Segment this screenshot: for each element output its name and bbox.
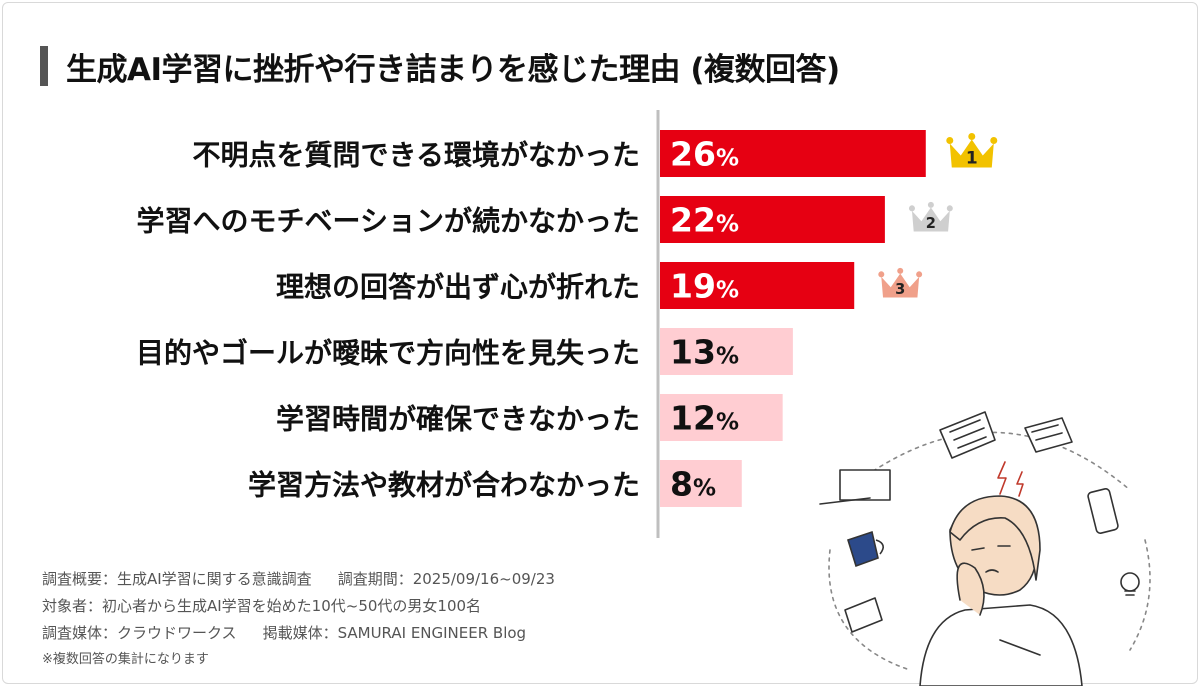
bar [660, 262, 855, 309]
crown-jewel [878, 271, 885, 278]
chart-title-block: 生成AI学習に挫折や行き詰まりを感じた理由 (複数回答) [40, 44, 840, 88]
crown-jewel [927, 201, 934, 208]
survey-period: 調査期間：2025/09/16~09/23 [337, 570, 555, 588]
category-label: 学習方法や教材が合わなかった [248, 469, 640, 502]
survey-overview-line: 調査概要：生成AI学習に関する意識調査 調査期間：2025/09/16~09/23 [42, 568, 555, 589]
chart-title: 生成AI学習に挫折や行き詰まりを感じた理由 (複数回答) [66, 51, 840, 88]
multi-answer-line: ※複数回答の集計になります [42, 648, 209, 667]
bar [660, 130, 926, 177]
category-label: 理想の回答が出ず心が折れた [276, 271, 640, 304]
category-label: 不明点を質問できる環境がなかった [193, 139, 640, 172]
bar [660, 394, 783, 441]
published-media: 掲載媒体：SAMURAI ENGINEER Blog [262, 624, 527, 642]
bar [660, 328, 793, 375]
media-line: 調査媒体：クラウドワークス 掲載媒体：SAMURAI ENGINEER Blog [42, 622, 526, 643]
subjects-line: 対象者：初心者から生成AI学習を始めた10代~50代の男女100名 [42, 595, 481, 616]
value-label: 12% [670, 399, 739, 438]
title-accent-bar [40, 46, 48, 86]
rank-number: 1 [966, 149, 978, 169]
bar [660, 196, 885, 243]
survey-overview: 調査概要：生成AI学習に関する意識調査 [42, 570, 312, 588]
crown-jewel [916, 271, 923, 278]
category-label: 目的やゴールが曖昧で方向性を見失った [136, 337, 640, 370]
rank-crown-icon [949, 139, 994, 168]
crown-jewel [990, 137, 998, 144]
rank-crown-icon [881, 273, 920, 298]
survey-subjects: 対象者：初心者から生成AI学習を始めた10代~50代の男女100名 [42, 597, 482, 615]
category-label: 学習へのモチベーションが続かなかった [137, 205, 640, 238]
bar [660, 460, 742, 507]
frustrated-person-illustration [819, 411, 1151, 686]
crown-jewel [968, 133, 976, 140]
rank-number: 2 [926, 215, 936, 232]
crown-jewel [897, 267, 904, 274]
crown-jewel [946, 137, 954, 144]
crown-jewel [946, 205, 953, 212]
value-label: 19% [670, 267, 739, 306]
value-label: 22% [670, 201, 739, 240]
value-label: 8% [670, 465, 716, 504]
value-label: 13% [670, 333, 739, 372]
rank-crown-icon [911, 207, 950, 232]
crown-jewel [908, 205, 915, 212]
multi-answer-note: ※複数回答の集計になります [42, 652, 209, 667]
category-label: 学習時間が確保できなかった [276, 403, 640, 436]
rank-number: 3 [895, 281, 905, 298]
survey-media: 調査媒体：クラウドワークス [42, 624, 237, 642]
value-label: 26% [670, 135, 739, 174]
